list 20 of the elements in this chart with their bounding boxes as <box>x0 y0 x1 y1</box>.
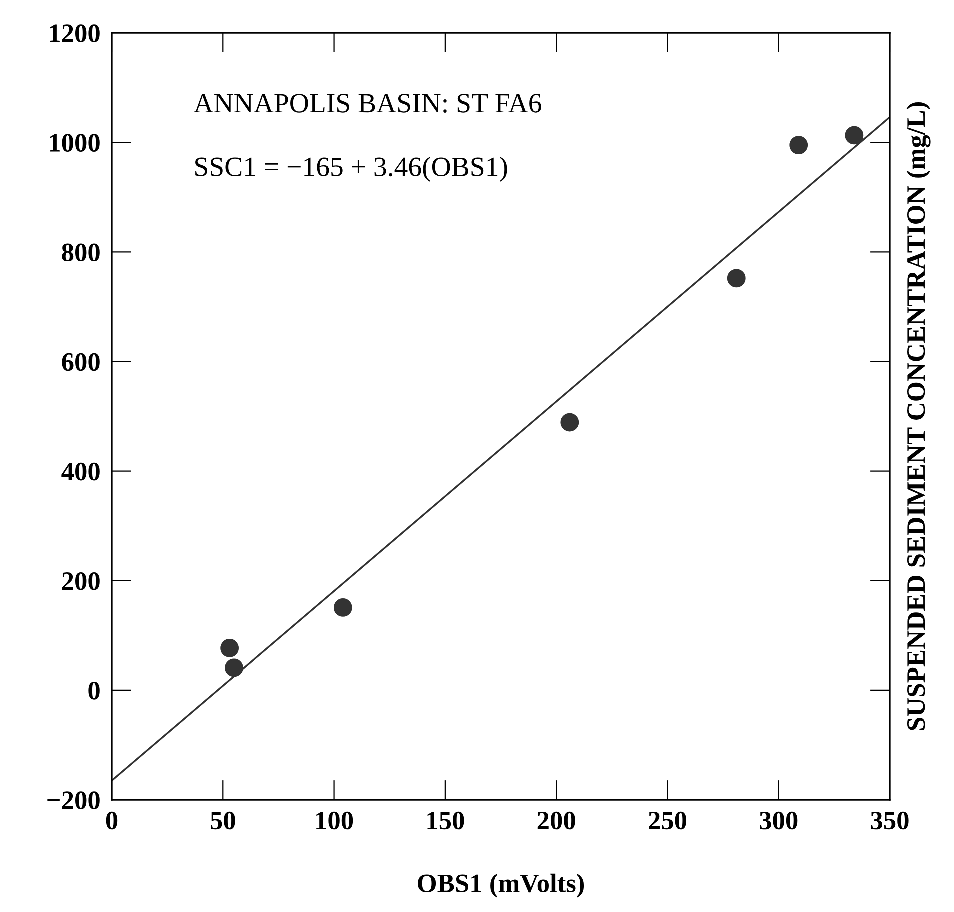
y-tick-label: 1000 <box>50 134 100 152</box>
x-tick-label: 300 <box>760 812 798 830</box>
y-tick-label: 800 <box>62 244 100 262</box>
x-tick-label: 150 <box>428 812 464 830</box>
annotation: ANNAPOLIS BASIN: ST FA6 <box>194 94 542 113</box>
y-tick-label: 1200 <box>50 24 100 42</box>
x-tick-label: 200 <box>538 812 576 830</box>
y-tick-label: 600 <box>62 353 100 372</box>
x-tick-label: 100 <box>316 812 354 830</box>
y-tick-label: 200 <box>62 572 100 590</box>
x-tick-label: 350 <box>871 812 909 830</box>
y-tick-label: 400 <box>62 462 100 481</box>
x-tick-label: 250 <box>649 812 686 830</box>
annotation: SSC1 = −165 + 3.46(OBS1) <box>196 156 508 182</box>
y-tick-label: 0 <box>88 682 100 700</box>
x-tick-label: 50 <box>211 812 236 830</box>
x-axis-title: OBS1 (mVolts) <box>418 874 584 898</box>
y-axis-title: SUSPENDED SEDIMENT CONCENTRATION (mg/L) <box>906 102 931 730</box>
x-tick-label: 0 <box>106 812 118 830</box>
y-tick-label: −200 <box>48 792 100 810</box>
